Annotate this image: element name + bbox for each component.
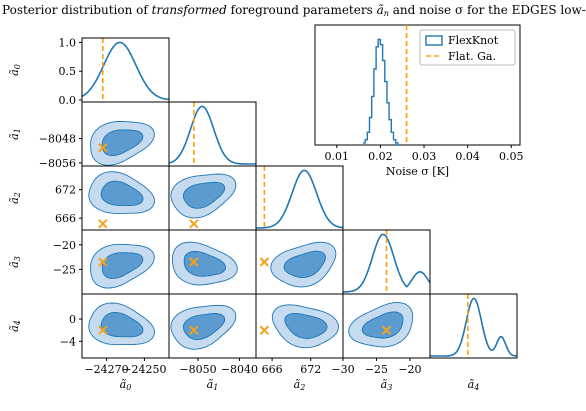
flat-ga-marker-2-3 xyxy=(259,257,270,267)
contour-inner-1-3 xyxy=(183,250,227,277)
contour-inner-2-3 xyxy=(283,250,326,279)
ylabel-1: ã1 xyxy=(8,128,22,140)
xtick-label-2-1: 672 xyxy=(300,363,321,376)
contour-inner-3-4 xyxy=(361,311,404,339)
contour-inner-0-3 xyxy=(101,252,144,279)
contour-inner-0-4 xyxy=(100,312,144,338)
ylabel-4: ã4 xyxy=(8,320,22,332)
contour-inner-1-2 xyxy=(182,181,226,209)
flat-ga-marker-0-1 xyxy=(98,143,108,153)
marginal-curve-0 xyxy=(81,41,170,101)
legend-flexknot-label: FlexKnot xyxy=(448,34,499,47)
ytick-label-4-0: 0 xyxy=(69,313,76,326)
xlabel-2: ã2 xyxy=(294,378,306,392)
xtick-label-0-1: −24250 xyxy=(122,363,166,376)
ytick-label-2-1: 672 xyxy=(55,184,76,197)
figure-title: Posterior distribution of transformed fo… xyxy=(2,3,586,18)
marginal-curve-3 xyxy=(343,233,431,293)
noise-xtick-label-2: 0.03 xyxy=(412,150,437,163)
xtick-label-1-0: −8050 xyxy=(179,363,216,376)
xlabel-0: ã0 xyxy=(120,378,132,392)
panel-frame-1-1 xyxy=(168,101,257,167)
ytick-label-3-0: −20 xyxy=(53,239,76,252)
contour-inner-1-4 xyxy=(182,313,226,341)
xlabel-1: ã1 xyxy=(207,378,219,392)
ylabel-2: ã2 xyxy=(8,192,22,204)
ytick-label-diag-1: 0.5 xyxy=(59,65,77,78)
flat-ga-marker-1-4 xyxy=(189,325,199,335)
noise-panel: 0.01 0.02 0.03 0.04 0.05 Noise σ [K] FlexKnot F… xyxy=(314,24,524,178)
flat-ga-marker-0-2 xyxy=(98,219,108,229)
noise-xtick-label-0: 0.01 xyxy=(325,150,350,163)
noise-xtick-label-1: 0.02 xyxy=(368,150,393,163)
legend-flat-ga-label: Flat. Ga. xyxy=(448,50,496,63)
xtick-label-3-0: −30 xyxy=(331,363,354,376)
xtick-label-3-2: −20 xyxy=(398,363,421,376)
noise-xlabel: Noise σ [K] xyxy=(386,165,449,178)
ytick-label-2-0: 666 xyxy=(55,212,76,225)
panel-frame-0-0 xyxy=(81,37,170,103)
ytick-label-4-1: −4 xyxy=(60,335,76,348)
legend-flexknot-swatch xyxy=(425,35,443,46)
marginal-curve-1 xyxy=(168,105,256,165)
flat-ga-marker-2-4 xyxy=(259,325,270,335)
flat-ga-marker-0-3 xyxy=(98,257,108,267)
xtick-label-1-1: −8040 xyxy=(221,363,258,376)
flat-ga-marker-0-4 xyxy=(98,325,108,335)
xtick-label-0-0: −24270 xyxy=(84,363,128,376)
ylabel-3: ã3 xyxy=(8,256,22,268)
flat-ga-marker-1-2 xyxy=(189,219,199,229)
xtick-label-3-1: −25 xyxy=(365,363,388,376)
ytick-label-1-0: −8048 xyxy=(39,133,76,146)
ytick-label-diag-2: 1.0 xyxy=(59,36,77,49)
ylabel-0: ã0 xyxy=(8,64,22,76)
contour-inner-2-4 xyxy=(284,312,328,339)
corner-panels: 0.0 0.5 1.0 −8048 −8056 666 672 −20 −25 0 −4 −24270… xyxy=(8,36,518,392)
flat-ga-marker-1-3 xyxy=(189,257,199,267)
legend-box xyxy=(419,29,516,66)
contour-inner-0-2 xyxy=(100,180,144,206)
flat-ga-marker-3-4 xyxy=(381,325,392,335)
noise-histogram xyxy=(363,38,401,146)
marginal-curve-4 xyxy=(430,297,518,357)
xtick-label-2-0: 666 xyxy=(262,363,283,376)
panel-frame-4-4 xyxy=(429,293,518,359)
ytick-label-diag-0: 0.0 xyxy=(59,94,77,107)
ytick-label-1-1: −8056 xyxy=(39,157,76,170)
xlabel-3: ã3 xyxy=(381,378,393,392)
xlabel-4: ã4 xyxy=(468,378,480,392)
marginal-curve-2 xyxy=(256,169,344,229)
noise-xtick-label-4: 0.05 xyxy=(499,150,524,163)
ytick-label-3-1: −25 xyxy=(53,263,76,276)
noise-xtick-label-3: 0.04 xyxy=(455,150,480,163)
